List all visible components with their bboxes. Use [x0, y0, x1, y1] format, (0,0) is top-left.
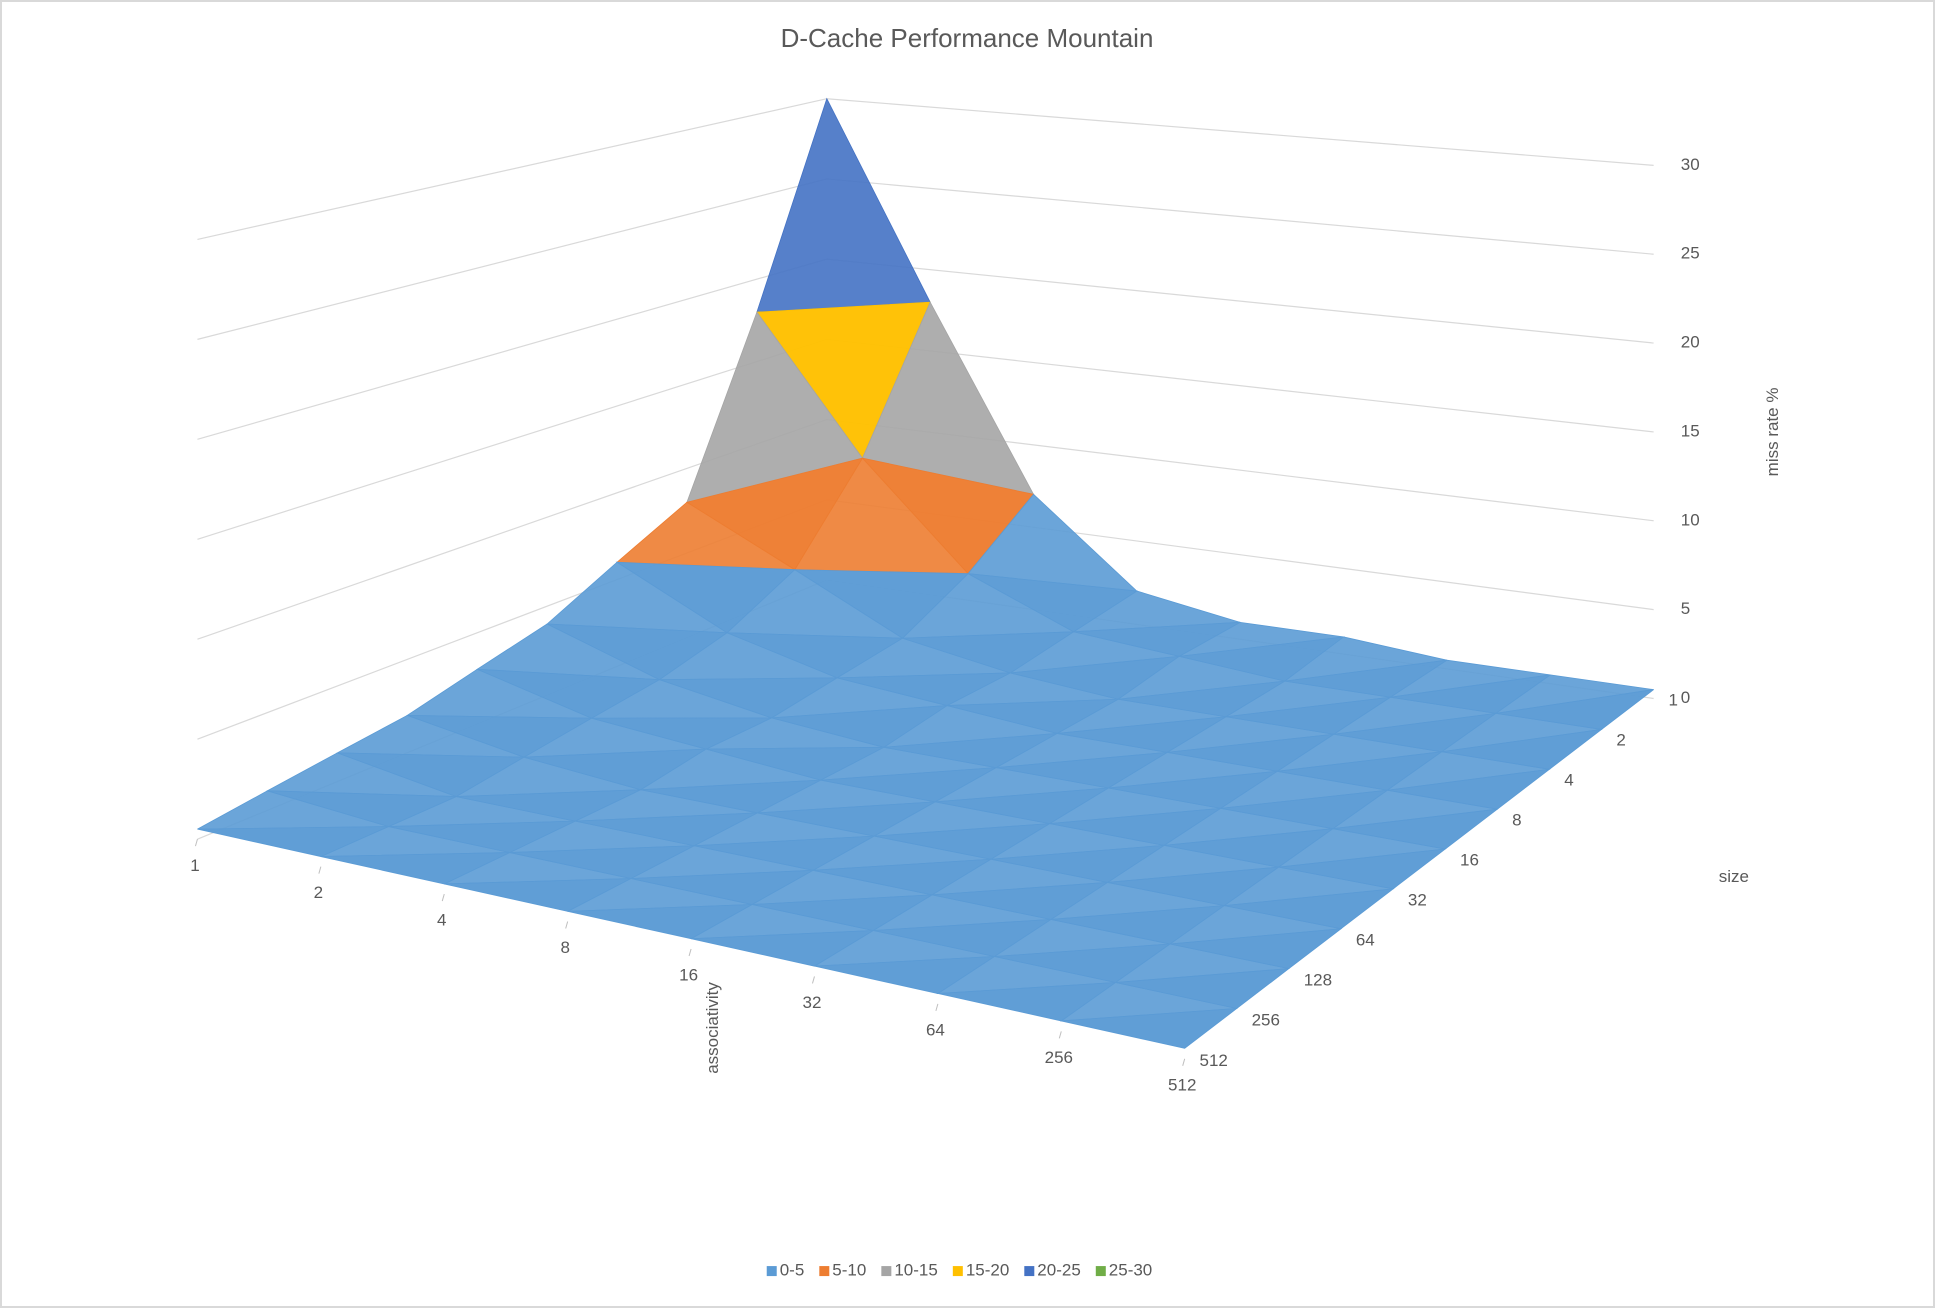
z-tick-label: 16 [1460, 851, 1479, 870]
legend-item: 20-25 [1024, 1261, 1081, 1280]
legend-item: 5-10 [819, 1261, 866, 1280]
z-tick-label: 256 [1252, 1011, 1280, 1030]
z-tick-label: 4 [1564, 771, 1573, 790]
legend-swatch [1095, 1266, 1106, 1277]
legend-swatch [766, 1266, 777, 1277]
y-tick-label: 20 [1681, 333, 1700, 352]
legend-swatch [1024, 1266, 1035, 1277]
y-tick-label: 25 [1681, 244, 1700, 263]
y-tick-label: 0 [1681, 688, 1690, 707]
z-tick-label: 32 [1408, 891, 1427, 910]
z-axis-title: size [1719, 867, 1749, 886]
x-tick [935, 1003, 939, 1012]
legend-label: 25-30 [1109, 1261, 1152, 1280]
z-tick-label: 1 [1668, 690, 1677, 709]
y-tick-label: 5 [1681, 599, 1690, 618]
legend-label: 0-5 [780, 1261, 805, 1280]
x-tick-label: 4 [437, 911, 446, 930]
legend-label: 10-15 [894, 1261, 937, 1280]
x-axis-title: associativity [703, 982, 722, 1074]
legend-swatch [881, 1266, 892, 1277]
z-tick-label: 512 [1200, 1051, 1228, 1070]
x-tick [565, 921, 569, 929]
x-tick-label: 64 [926, 1021, 945, 1040]
x-tick [194, 839, 198, 847]
y-axis-title: miss rate % [1763, 388, 1782, 477]
legend-label: 15-20 [966, 1261, 1009, 1280]
x-tick-label: 16 [679, 966, 698, 985]
x-tick [811, 976, 815, 984]
y-tick-label: 10 [1681, 510, 1700, 529]
legend-label: 20-25 [1037, 1261, 1080, 1280]
legend-swatch [819, 1266, 830, 1277]
chart-title: D-Cache Performance Mountain [781, 23, 1154, 53]
legend-item: 25-30 [1095, 1261, 1152, 1280]
labels: 0 5 10 15 20 25 30 1 2 4 8 16 32 64 256 512 1 2 4 8 16 32 64 12… [190, 155, 1782, 1095]
x-tick [1058, 1031, 1062, 1039]
x-tick [1182, 1058, 1186, 1066]
y-tick-label: 15 [1681, 421, 1700, 440]
legend-item: 0-5 [766, 1261, 805, 1280]
legend-swatch [952, 1266, 963, 1277]
x-tick [688, 948, 692, 957]
legend-item: 10-15 [881, 1261, 938, 1280]
surface [197, 97, 1654, 1049]
z-tick-label: 128 [1304, 971, 1332, 990]
z-tick-label: 8 [1512, 811, 1521, 830]
x-tick [318, 866, 322, 874]
z-tick-label: 2 [1616, 730, 1625, 749]
x-tick-label: 32 [803, 993, 822, 1012]
legend-item: 15-20 [952, 1261, 1009, 1280]
surface-facet [1061, 1007, 1239, 1049]
x-tick-label: 512 [1168, 1075, 1196, 1094]
legend-label: 5-10 [832, 1261, 866, 1280]
z-tick-label: 64 [1356, 931, 1375, 950]
x-tick-label: 8 [560, 938, 569, 957]
x-tick-label: 256 [1045, 1048, 1073, 1067]
x-tick [441, 893, 445, 902]
y-tick-label: 30 [1681, 155, 1700, 174]
legend: 0-5 5-10 10-15 15-20 20-25 25-30 [766, 1261, 1152, 1280]
x-tick-label: 1 [190, 856, 199, 875]
x-tick-label: 2 [314, 883, 323, 902]
